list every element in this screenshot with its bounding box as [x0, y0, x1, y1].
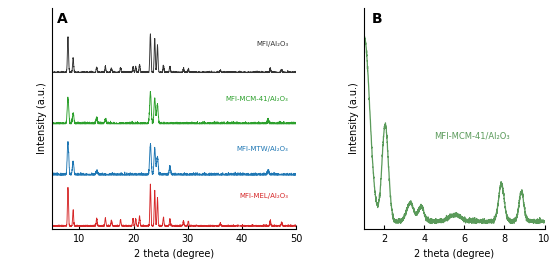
X-axis label: 2 theta (degree): 2 theta (degree)	[414, 249, 494, 259]
Y-axis label: Intensity (a.u.): Intensity (a.u.)	[349, 82, 359, 154]
Text: MFI-MTW/Al₂O₃: MFI-MTW/Al₂O₃	[236, 146, 288, 152]
Text: B: B	[371, 13, 382, 26]
Text: MFI-MEL/Al₂O₃: MFI-MEL/Al₂O₃	[239, 193, 288, 199]
Text: MFI-MCM-41/Al₂O₃: MFI-MCM-41/Al₂O₃	[434, 131, 510, 140]
Text: A: A	[57, 13, 68, 26]
Y-axis label: Intensity (a.u.): Intensity (a.u.)	[37, 82, 47, 154]
X-axis label: 2 theta (degree): 2 theta (degree)	[134, 249, 214, 259]
Text: MFI-MCM-41/Al₂O₃: MFI-MCM-41/Al₂O₃	[226, 96, 288, 102]
Text: MFI/Al₂O₃: MFI/Al₂O₃	[256, 41, 288, 47]
